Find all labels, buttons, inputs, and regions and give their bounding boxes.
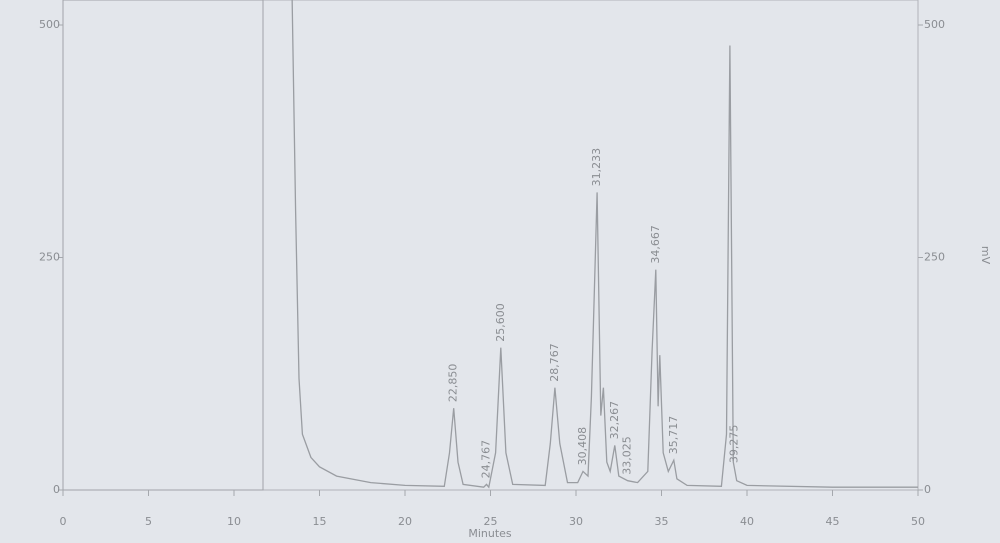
x-tick-label: 10 — [227, 515, 241, 528]
y2-tick-label: 500 — [924, 18, 945, 31]
x-tick-label: 45 — [826, 515, 840, 528]
x-tick-label: 20 — [398, 515, 412, 528]
peak-label: 25,600 — [494, 303, 507, 342]
x-tick-label: 15 — [313, 515, 327, 528]
peak-label: 34,667 — [649, 225, 662, 264]
y-tick-label: 250 — [39, 251, 60, 264]
x-tick-label: 25 — [484, 515, 498, 528]
peak-label: 33,025 — [621, 436, 634, 475]
plot-frame — [62, 0, 919, 491]
peak-label: 28,767 — [548, 343, 561, 382]
y2-tick-label: 250 — [924, 251, 945, 264]
y2-axis-label: mV — [979, 246, 992, 265]
y-tick-label: 0 — [53, 483, 60, 496]
x-tick-label: 50 — [911, 515, 925, 528]
peak-label: 31,233 — [590, 148, 603, 187]
peak-label: 22,850 — [447, 364, 460, 403]
y-tick-label: 500 — [39, 18, 60, 31]
peak-label: 39,275 — [728, 425, 741, 464]
trace — [291, 0, 918, 489]
x-tick-label: 30 — [569, 515, 583, 528]
x-tick-label: 35 — [655, 515, 669, 528]
x-tick-label: 5 — [145, 515, 152, 528]
x-tick-label: 40 — [740, 515, 754, 528]
peak-label: 35,717 — [667, 416, 680, 455]
peak-label: 30,408 — [576, 427, 589, 466]
y2-tick-label: 0 — [924, 483, 931, 496]
peak-label: 32,267 — [608, 401, 621, 440]
peak-label: 24,767 — [480, 440, 493, 479]
x-axis-label: Minutes — [468, 527, 512, 540]
inset-box — [62, 0, 264, 491]
x-tick-label: 0 — [60, 515, 67, 528]
